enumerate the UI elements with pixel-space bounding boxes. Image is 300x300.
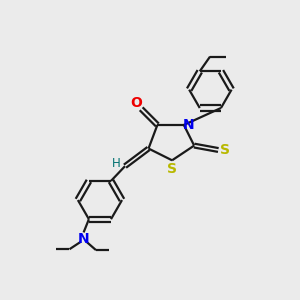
Text: S: S [220, 143, 230, 157]
Text: O: O [130, 97, 142, 110]
Text: H: H [112, 157, 121, 170]
Text: S: S [167, 162, 177, 176]
Text: N: N [78, 232, 89, 246]
Text: N: N [182, 118, 194, 132]
